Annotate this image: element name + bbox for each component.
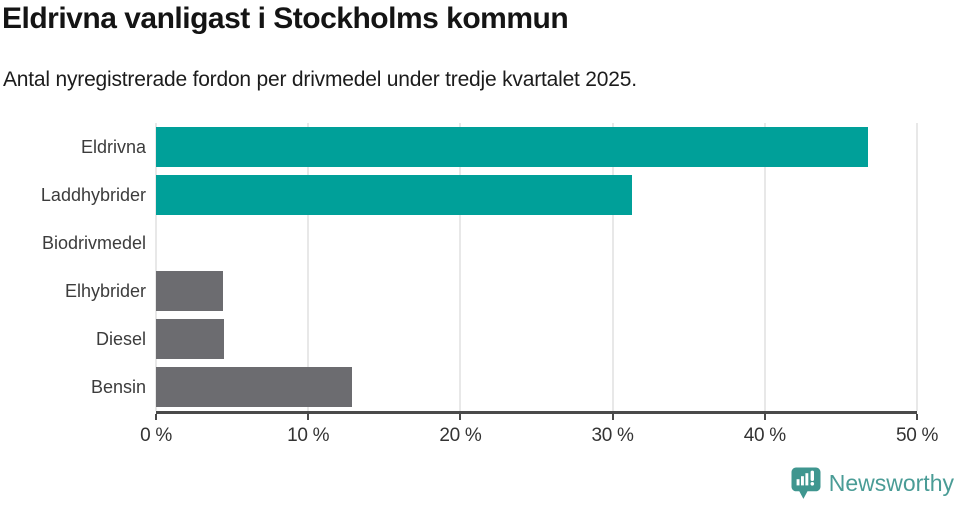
category-label-diesel: Diesel [95,328,146,349]
newsworthy-wordmark: Newsworthy [828,470,954,496]
y-axis-labels: Eldrivna Laddhybrider Biodrivmedel Elhybrid… [0,123,146,411]
newsworthy-bubble-chart-icon [791,467,821,500]
x-axis: 0 % 10 % 20 % 30 % 40 % 50 % [140,411,938,454]
gridline [155,123,157,411]
x-axis-tick-label: 10 % [287,425,330,446]
category-label-eldrivna: Eldrivna [80,136,146,157]
gridline [763,123,766,411]
x-axis-tick-label: 50 % [895,425,939,446]
x-axis-tick [307,414,310,420]
x-axis-tick-label: 30 % [591,425,634,446]
chart-title: Eldrivna vanligast i Stockholms kommun [2,2,569,35]
bar-bensin [156,367,353,407]
bar-row [156,219,917,267]
bar-row [156,315,917,363]
gridline [611,123,614,411]
gridline [459,123,462,411]
gridline [307,123,310,411]
x-axis-tick-label: 0 % [140,425,172,446]
bar-diesel [156,319,225,359]
bar-row [156,267,917,315]
x-axis-tick [459,414,462,420]
category-label-elhybrider: Elhybrider [64,280,146,301]
bar-eldrivna [156,127,869,167]
bar-elhybrider [156,271,223,311]
plot-area [155,123,918,411]
chart-subtitle: Antal nyregistrerade fordon per drivmede… [3,68,637,91]
gridline [916,123,918,411]
x-axis-tick-label: 40 % [743,425,786,446]
x-axis-tick [763,414,766,420]
bar-row [156,363,917,411]
bars [156,123,917,411]
bar-laddhybrider [156,175,633,215]
x-axis-tick-label: 20 % [439,425,482,446]
x-axis-tick [611,414,614,420]
category-label-laddhybrider: Laddhybrider [40,184,146,205]
x-axis-tick [916,414,918,420]
newsworthy-logo-link[interactable]: Newsworthy [791,467,954,500]
category-label-bensin: Bensin [90,376,146,397]
x-axis-tick [155,414,157,420]
bar-row [156,171,917,219]
category-label-biodrivmedel: Biodrivmedel [41,232,146,253]
gridlines [155,123,918,411]
bar-row [156,123,917,171]
